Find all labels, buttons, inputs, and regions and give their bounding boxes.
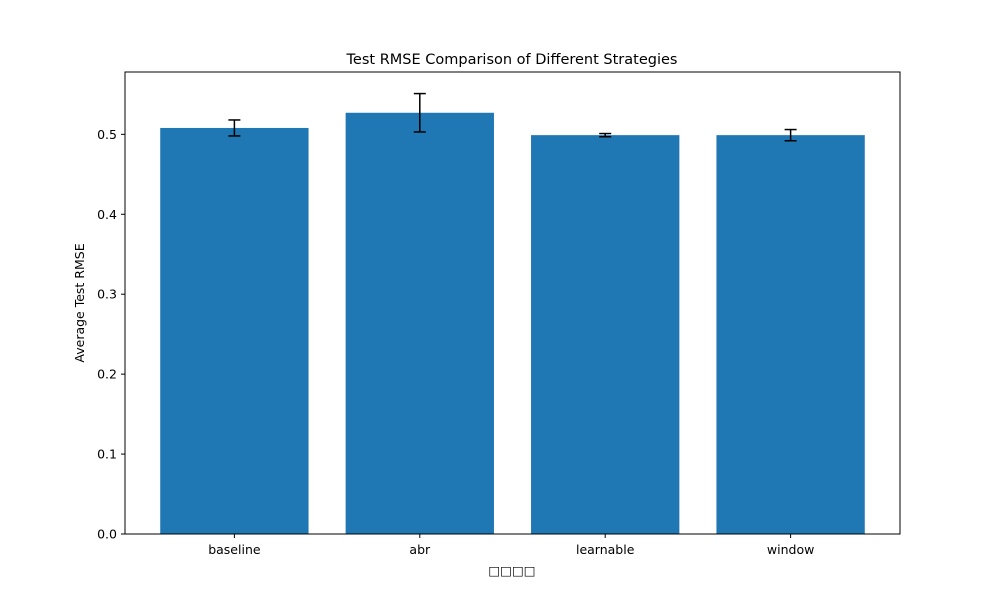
y-tick-label: 0.3	[97, 287, 117, 302]
y-tick-label: 0.2	[97, 367, 117, 382]
y-axis: 0.0 0.1 0.2 0.3 0.4 0.5	[97, 127, 125, 542]
x-tick-label: window	[767, 542, 814, 557]
y-axis-label: Average Test RMSE	[72, 243, 87, 362]
y-tick-label: 0.1	[97, 447, 117, 462]
x-axis: baseline abr learnable window	[208, 534, 814, 557]
x-axis-label: □□□□	[488, 563, 535, 578]
bar-abr	[345, 112, 494, 534]
x-tick-label: baseline	[208, 542, 261, 557]
bar-baseline	[160, 127, 309, 535]
chart-title: Test RMSE Comparison of Different Strate…	[346, 52, 678, 68]
bar-learnable	[531, 135, 680, 534]
plot-frame	[124, 71, 901, 535]
y-tick-label: 0.5	[97, 127, 117, 142]
bar-window	[716, 135, 865, 534]
error-bars-layer	[228, 92, 797, 142]
x-tick-label: learnable	[576, 542, 635, 557]
y-tick-label: 0.4	[97, 207, 117, 222]
bars-layer	[160, 112, 865, 535]
x-tick-label: abr	[409, 542, 431, 557]
y-tick-label: 0.0	[97, 527, 117, 542]
